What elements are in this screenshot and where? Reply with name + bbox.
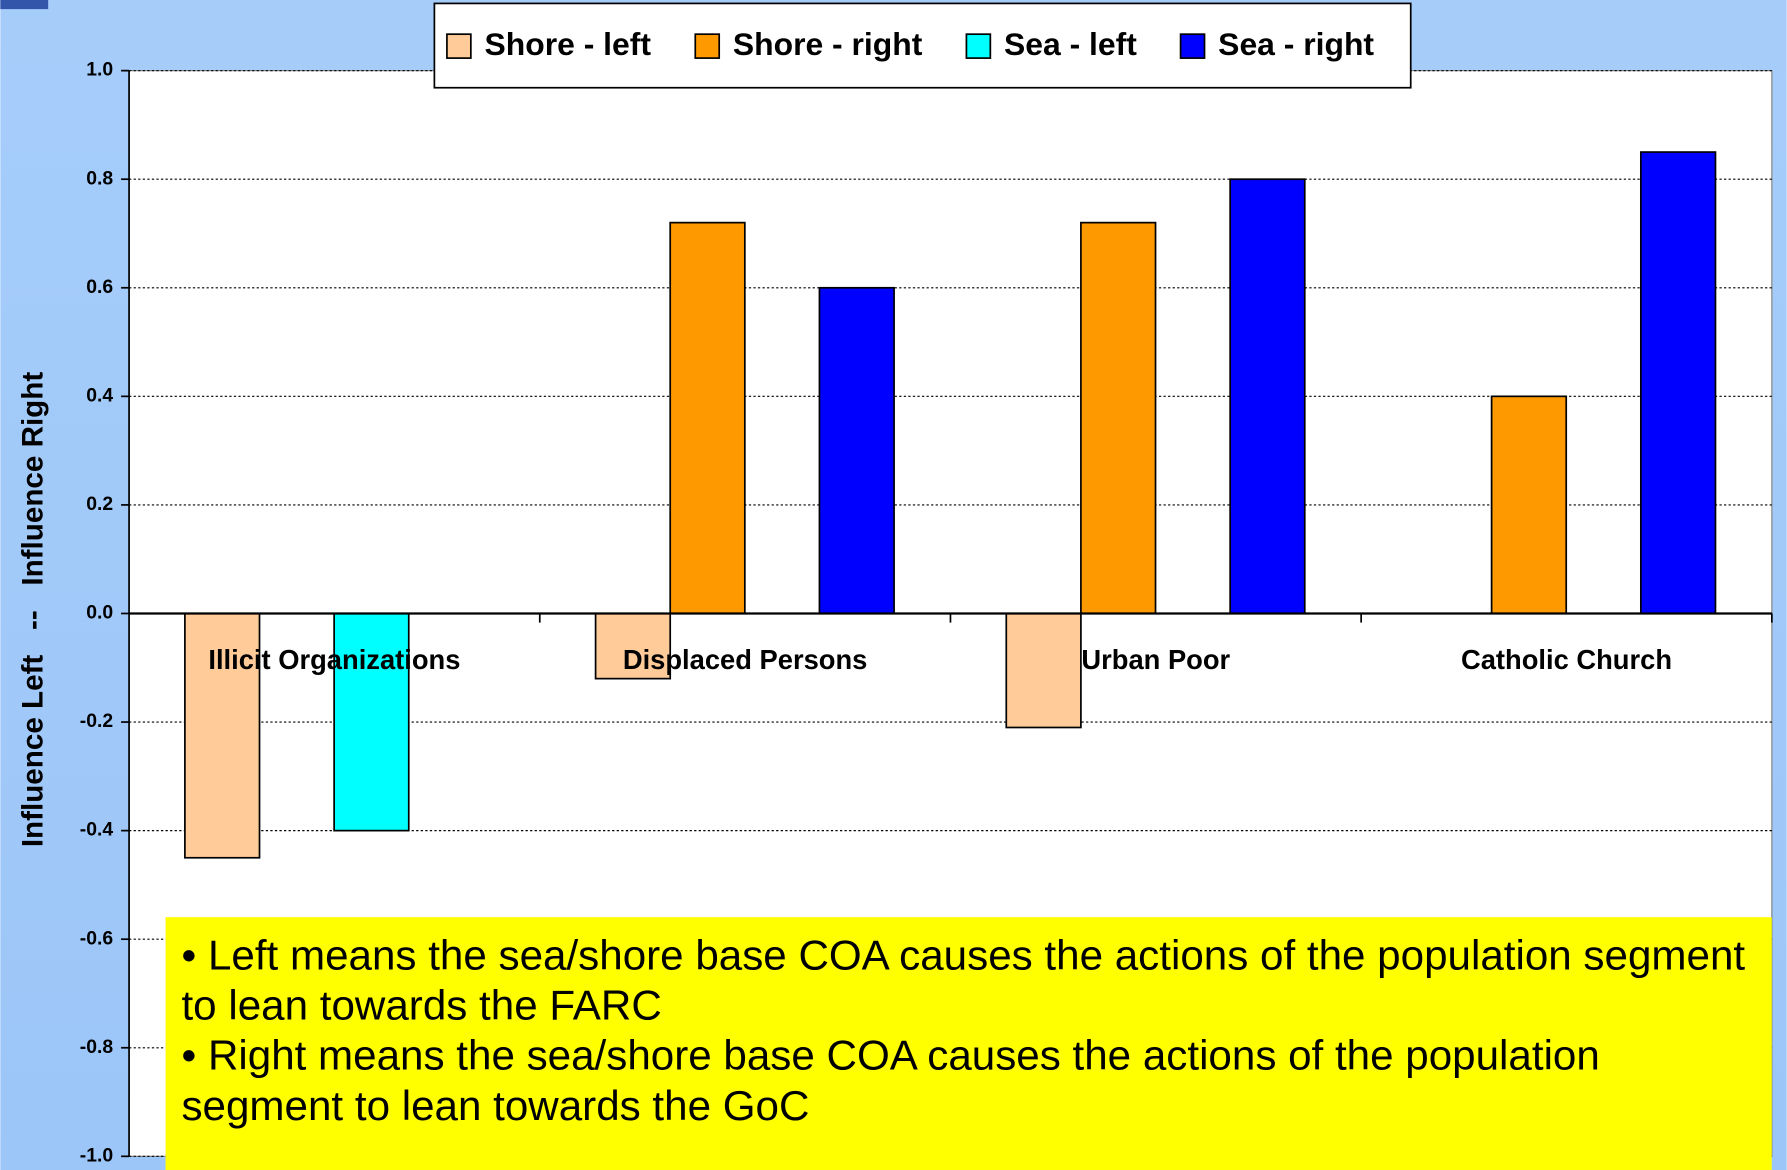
annotation-box: • Left means the sea/shore base COA caus…	[165, 917, 1772, 1170]
y-tick-label: -0.2	[80, 710, 113, 732]
legend-label: Shore - left	[485, 26, 652, 62]
bar	[1080, 221, 1157, 615]
bar	[184, 612, 261, 859]
axes: -1.0 -0.8 -0.6 -0.4 -0.2 0.0 0.2 0.4 0.6 0.8 1.0 Il…	[80, 59, 1773, 1166]
bar	[333, 612, 410, 832]
y-tick-label: 0.6	[86, 276, 113, 298]
legend-entries: Shore - left Shore - right Sea - left Sea -…	[446, 26, 1374, 62]
annotation-text: • Right means the sea/shore base COA cau…	[181, 1032, 1600, 1129]
logo	[0, 0, 49, 10]
bar	[1229, 178, 1306, 615]
bar	[1639, 151, 1717, 615]
bar	[818, 286, 895, 615]
bar	[1490, 395, 1568, 615]
y-tick-label: 1.0	[86, 59, 113, 81]
legend-label: Sea - right	[1218, 26, 1374, 62]
bars	[184, 151, 1717, 859]
legend-swatch	[965, 33, 992, 59]
annotation-text: • Left means the sea/shore base COA caus…	[181, 931, 1746, 1029]
bar	[594, 612, 672, 680]
y-tick-label: -0.8	[80, 1036, 114, 1058]
y-tick-label: 0.4	[86, 384, 113, 406]
legend	[433, 2, 1412, 89]
y-tick-label: -1.0	[80, 1144, 113, 1166]
legend-label: Sea - left	[1004, 26, 1137, 62]
legend-swatch	[1179, 33, 1206, 59]
y-tick-label: -0.6	[80, 927, 114, 949]
annotation: • Left means the sea/shore base COA caus…	[165, 917, 1772, 1170]
x-tick-label: Catholic Church	[1461, 644, 1672, 675]
bar	[669, 221, 746, 615]
x-tick-label: Displaced Persons	[623, 644, 868, 675]
y-tick-label: 0.8	[86, 167, 113, 189]
bar	[1005, 612, 1082, 729]
legend-swatch	[446, 33, 472, 59]
legend-label: Shore - right	[733, 26, 923, 62]
legend-swatch	[694, 33, 721, 59]
x-tick-label: Urban Poor	[1081, 644, 1230, 675]
y-tick-label: -0.4	[80, 819, 114, 841]
y-tick-label: 0.0	[86, 602, 113, 624]
y-tick-label: 0.2	[86, 493, 113, 515]
y-axis-title: Influence Left -- Influence Right	[16, 372, 49, 848]
x-tick-label: Illicit Organizations	[208, 644, 460, 675]
